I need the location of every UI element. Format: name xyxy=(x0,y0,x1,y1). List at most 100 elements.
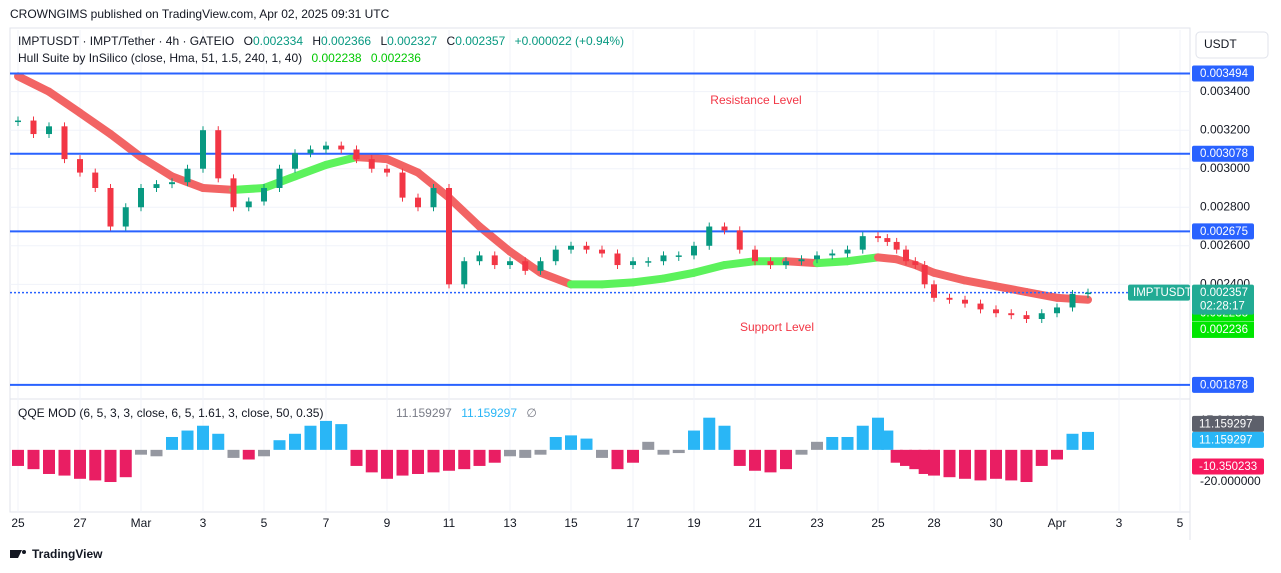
qqe-badge-label: 11.159297 xyxy=(1199,418,1253,430)
qqe-bar xyxy=(381,449,393,479)
countdown: 02:28:17 xyxy=(1200,301,1245,313)
candle xyxy=(583,245,590,250)
qqe-bar xyxy=(1020,449,1033,483)
x-tick-label: Mar xyxy=(131,516,152,530)
level-badge xyxy=(1192,145,1254,162)
candle xyxy=(153,184,160,188)
candle xyxy=(691,245,697,256)
candle xyxy=(491,255,498,266)
c-label: C xyxy=(447,34,456,48)
qqe-bar xyxy=(181,430,194,450)
candle xyxy=(1085,292,1091,295)
footer: TradingView xyxy=(32,547,103,561)
candle xyxy=(323,145,329,150)
candle xyxy=(946,297,953,300)
hull-segment xyxy=(690,261,729,277)
x-tick-label: 25 xyxy=(871,516,885,530)
candle xyxy=(736,230,743,250)
qqe-bar xyxy=(900,449,912,466)
candle xyxy=(245,201,252,208)
hull-segment xyxy=(659,268,698,283)
x-tick-label: 19 xyxy=(687,516,701,530)
axis-currency: USDT xyxy=(1204,37,1237,51)
candle xyxy=(30,120,37,135)
candle xyxy=(446,187,452,285)
last-price-badge xyxy=(1192,284,1254,315)
qqe-bar xyxy=(335,424,348,450)
y-tick-label: 0.003000 xyxy=(1200,161,1250,175)
candle xyxy=(568,245,574,250)
high: 0.002366 xyxy=(321,34,371,48)
qqe-bar xyxy=(412,449,424,474)
qqe-bar xyxy=(811,441,823,450)
hull-legend: Hull Suite by InSilico (close, Hma, 51, … xyxy=(18,51,421,65)
x-tick-label: 5 xyxy=(1177,516,1184,530)
candle xyxy=(399,172,406,198)
candle xyxy=(384,168,390,173)
qqe-badge xyxy=(1192,431,1264,448)
qqe-badge-label: 11.159297 xyxy=(1199,434,1253,446)
low: 0.002327 xyxy=(387,34,437,48)
qqe-bar xyxy=(943,449,956,478)
x-tick-label: 30 xyxy=(989,516,1003,530)
qqe-bar xyxy=(1082,431,1094,450)
qqe-bar xyxy=(657,449,670,455)
y-tick-label: 0.003200 xyxy=(1200,122,1250,136)
qqe-bar xyxy=(212,433,225,450)
level-badge-label: 0.002675 xyxy=(1200,226,1248,238)
candle xyxy=(962,299,968,304)
qqe-bar xyxy=(74,449,86,479)
level-badge xyxy=(1192,65,1254,82)
symbol-badge-label: IMPTUSDT xyxy=(1133,287,1192,299)
qqe-bar xyxy=(974,449,987,481)
candle xyxy=(875,236,881,239)
qqe-bar xyxy=(795,449,808,455)
qqe-bar xyxy=(396,449,409,476)
qqe-bar xyxy=(427,449,440,473)
qqe-bar xyxy=(534,449,547,455)
qqe-bar xyxy=(43,449,55,474)
qqe-name: QQE MOD (6, 5, 3, 3, close, 6, 5, 1.61, … xyxy=(18,406,323,420)
qqe-badge-label: -10.350233 xyxy=(1199,461,1257,473)
currency-button[interactable] xyxy=(1195,31,1269,59)
qqe-bar xyxy=(273,440,286,450)
candle xyxy=(675,255,682,257)
candle xyxy=(353,149,360,160)
qqe-bar xyxy=(841,436,854,450)
qqe-bar xyxy=(504,449,516,457)
qqe-badge xyxy=(1192,415,1264,432)
qqe-bar xyxy=(611,449,624,470)
candle xyxy=(721,226,728,231)
hull-badge-label: 0.002236 xyxy=(1200,324,1248,336)
candle xyxy=(307,149,314,154)
qqe-axis-label: -20.000000 xyxy=(1200,474,1261,488)
qqe-bar xyxy=(473,449,486,466)
qqe-bar xyxy=(119,449,132,478)
qqe-bar xyxy=(764,449,777,473)
qqe-bar xyxy=(458,449,471,470)
candle xyxy=(829,253,836,256)
qqe-bar xyxy=(918,449,931,474)
hull-segment xyxy=(383,155,422,177)
qqe-bar xyxy=(928,449,940,476)
hull-segment xyxy=(14,72,53,96)
hull-badge xyxy=(1192,321,1254,338)
qqe-bar xyxy=(549,436,562,450)
qqe-bar xyxy=(580,438,593,450)
qqe-bar xyxy=(150,449,163,457)
level-badge xyxy=(1192,223,1254,240)
hull-segment xyxy=(45,87,84,117)
candle xyxy=(230,178,237,208)
annotation: Support Level xyxy=(740,320,814,334)
candle xyxy=(276,168,283,188)
hull-value: 0.002238 xyxy=(311,51,361,65)
candle xyxy=(893,241,900,250)
qqe-badge xyxy=(1192,458,1264,475)
x-tick-label: 9 xyxy=(384,516,391,530)
legend: IMPTUSDT · IMPT/Tether · 4h · GATEIO O0.… xyxy=(18,34,624,420)
candle xyxy=(200,130,206,169)
qqe-bar xyxy=(881,430,894,450)
qqe-bar xyxy=(1051,449,1063,460)
close: 0.002357 xyxy=(455,34,505,48)
candle xyxy=(599,249,605,254)
